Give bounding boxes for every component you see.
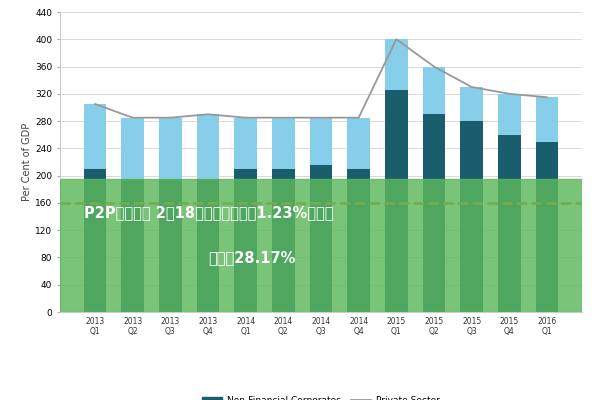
Bar: [347, 169, 370, 312]
Bar: [197, 114, 220, 179]
Bar: [536, 97, 558, 142]
Bar: [84, 169, 106, 312]
Text: 溢价率28.17%: 溢价率28.17%: [208, 250, 295, 265]
Bar: [235, 118, 257, 169]
Bar: [60, 179, 582, 312]
Bar: [121, 179, 144, 312]
Bar: [385, 39, 407, 90]
Bar: [159, 179, 182, 312]
Legend: Non-Financial Corporates, Households, Private Sector, EU Threshold: Non-Financial Corporates, Households, Pr…: [200, 394, 442, 400]
Bar: [460, 87, 483, 121]
Bar: [272, 169, 295, 312]
Bar: [159, 118, 182, 179]
Y-axis label: Per Cent of GDP: Per Cent of GDP: [22, 123, 32, 201]
Bar: [197, 179, 220, 312]
Bar: [272, 118, 295, 169]
Bar: [121, 118, 144, 179]
Bar: [310, 118, 332, 166]
Bar: [310, 166, 332, 312]
Bar: [498, 94, 521, 135]
Bar: [460, 121, 483, 312]
Bar: [498, 135, 521, 312]
Bar: [347, 118, 370, 169]
Bar: [536, 142, 558, 312]
Bar: [84, 104, 106, 169]
Bar: [235, 169, 257, 312]
Text: P2P配资平台 2月18日道恩转债下跌1.23%，转股: P2P配资平台 2月18日道恩转债下跌1.23%，转股: [84, 206, 333, 221]
Bar: [422, 114, 445, 312]
Bar: [385, 90, 407, 312]
Bar: [422, 66, 445, 114]
